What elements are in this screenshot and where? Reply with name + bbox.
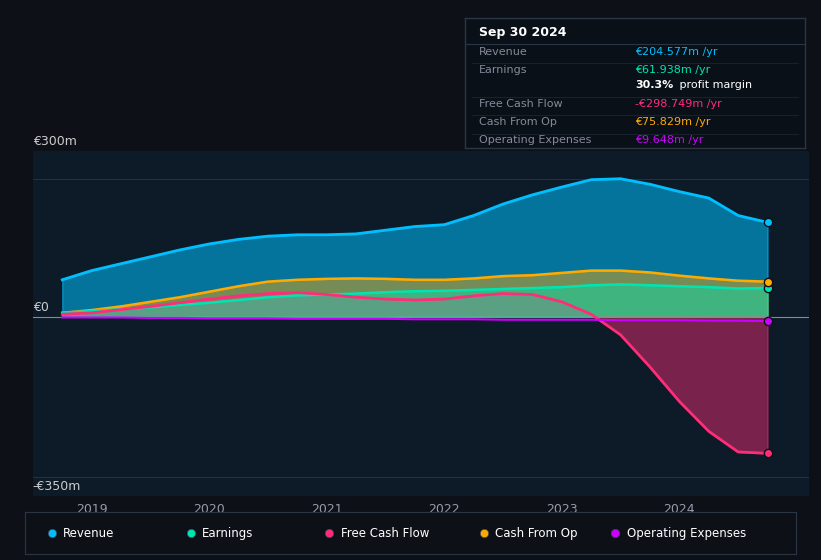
- Text: -€350m: -€350m: [33, 480, 81, 493]
- Text: Revenue: Revenue: [479, 46, 527, 57]
- Text: Cash From Op: Cash From Op: [479, 117, 557, 127]
- Text: €0: €0: [33, 301, 48, 314]
- Text: €75.829m /yr: €75.829m /yr: [635, 117, 710, 127]
- Text: profit margin: profit margin: [676, 81, 752, 90]
- Text: Free Cash Flow: Free Cash Flow: [479, 99, 562, 109]
- Text: Earnings: Earnings: [202, 527, 254, 540]
- Text: -€298.749m /yr: -€298.749m /yr: [635, 99, 722, 109]
- Text: €204.577m /yr: €204.577m /yr: [635, 46, 718, 57]
- Text: Sep 30 2024: Sep 30 2024: [479, 26, 566, 39]
- Text: Operating Expenses: Operating Expenses: [479, 135, 591, 145]
- Text: Revenue: Revenue: [63, 527, 115, 540]
- Text: €9.648m /yr: €9.648m /yr: [635, 135, 704, 145]
- Text: Cash From Op: Cash From Op: [495, 527, 578, 540]
- Text: Earnings: Earnings: [479, 65, 527, 75]
- Text: Operating Expenses: Operating Expenses: [626, 527, 745, 540]
- Text: Free Cash Flow: Free Cash Flow: [341, 527, 429, 540]
- Text: €61.938m /yr: €61.938m /yr: [635, 65, 710, 75]
- Text: €300m: €300m: [33, 136, 76, 148]
- Text: 30.3%: 30.3%: [635, 81, 673, 90]
